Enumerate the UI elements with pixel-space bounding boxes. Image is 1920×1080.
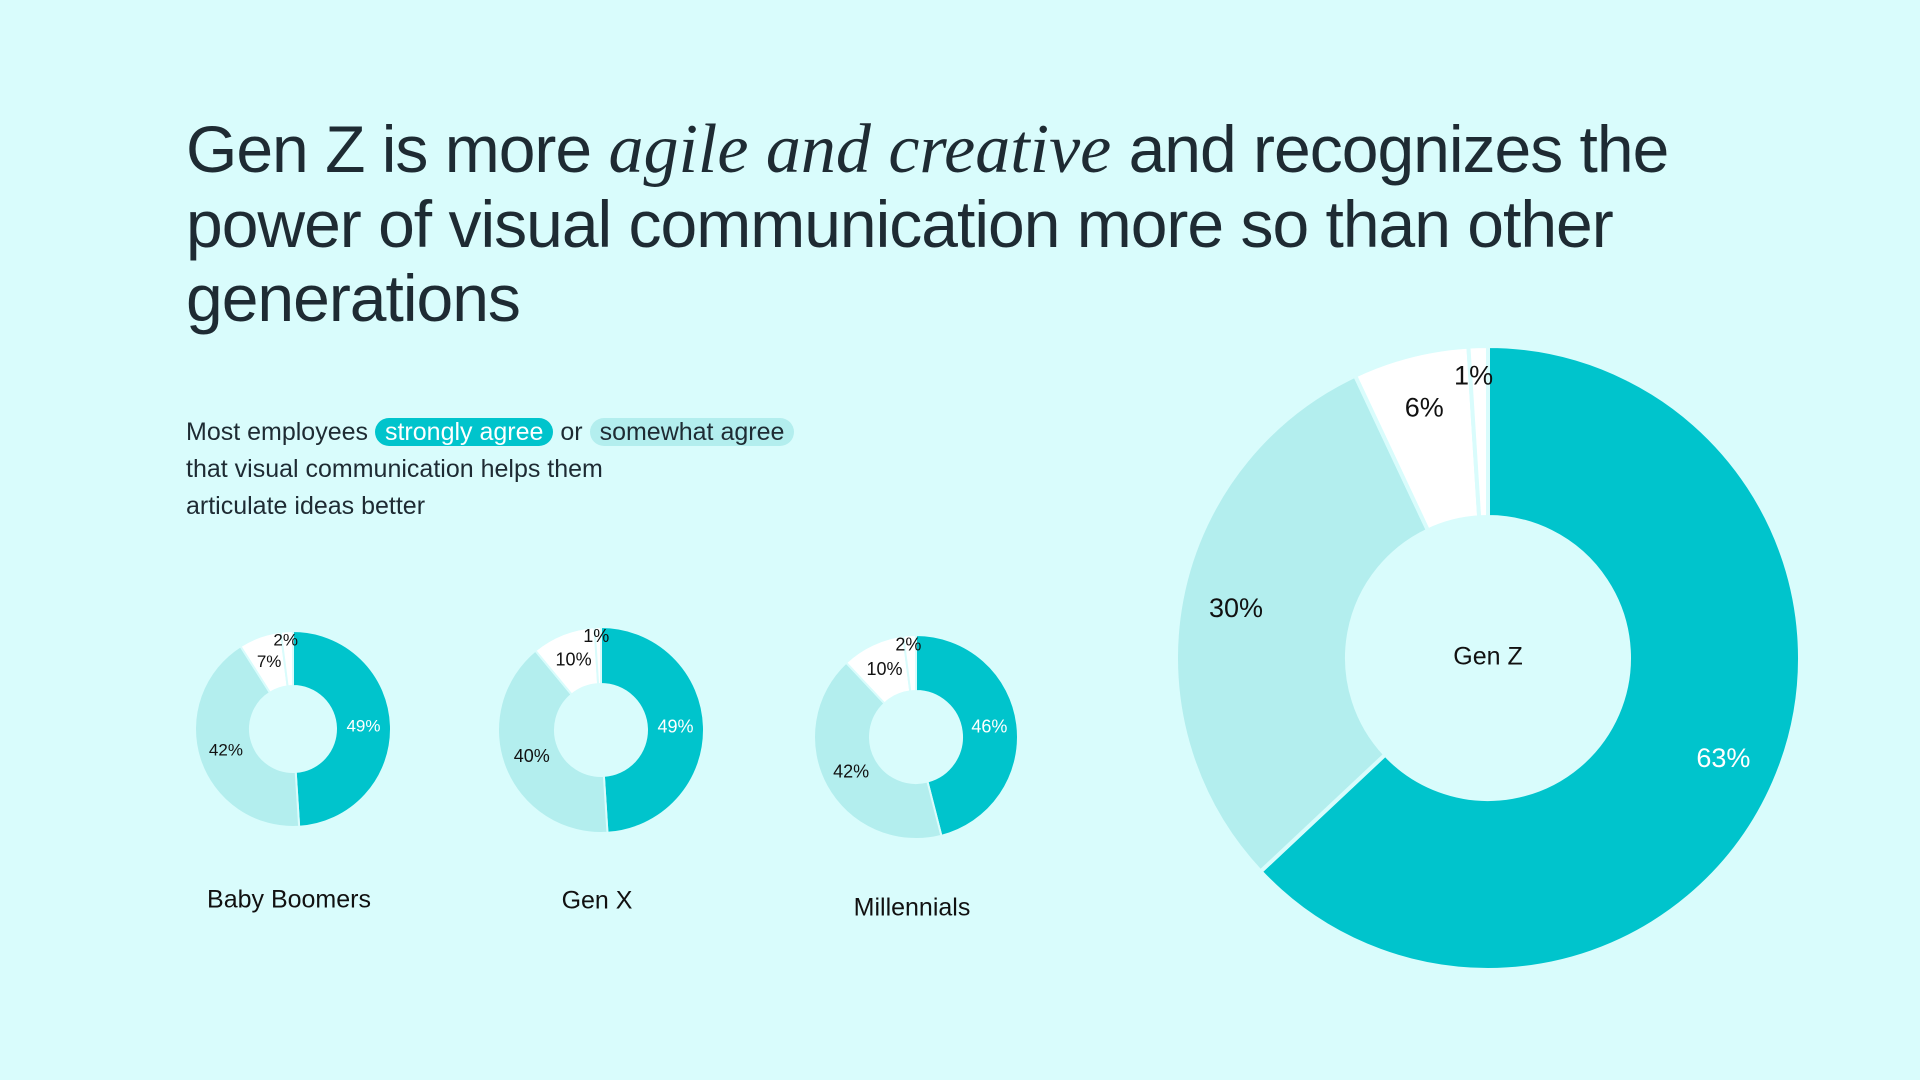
value-label: 46% — [971, 716, 1007, 736]
value-label: 7% — [257, 652, 282, 671]
headline-text: Gen Z is more — [186, 112, 592, 186]
subtitle: Most employees strongly agree or somewha… — [186, 414, 886, 525]
donut-slice — [813, 661, 943, 840]
value-label: 2% — [273, 631, 298, 650]
donut-slice — [1174, 373, 1431, 875]
value-label: 10% — [556, 649, 592, 669]
donut-slice — [194, 644, 301, 828]
donut-slice — [593, 625, 602, 686]
value-label: 10% — [866, 659, 902, 679]
donut-slice — [902, 633, 917, 693]
subtitle-text: or — [560, 418, 583, 446]
donut-slice — [1257, 343, 1802, 972]
chart-title: Millennials — [854, 894, 971, 922]
value-label: 30% — [1209, 593, 1263, 623]
value-label: 49% — [657, 716, 693, 736]
donut-slice — [600, 625, 705, 834]
headline-text: and recognizes the power of visual commu… — [186, 112, 1669, 335]
legend-somewhat-agree: somewhat agree — [589, 418, 795, 446]
value-label: 42% — [209, 740, 243, 759]
value-label: 1% — [1454, 361, 1493, 391]
headline: Gen Z is more agile and creative and rec… — [186, 112, 1766, 335]
value-label: 42% — [833, 761, 869, 781]
subtitle-text: that visual communication helps them art… — [186, 455, 603, 520]
value-label: 49% — [346, 716, 380, 735]
donut-slice — [497, 649, 609, 834]
value-label: 2% — [895, 634, 921, 654]
donut-slice — [1466, 343, 1490, 520]
donut-slice — [915, 633, 1019, 838]
chart-title: Gen Z — [1453, 643, 1522, 671]
legend-strongly-agree: strongly agree — [374, 418, 554, 446]
donut-slice — [279, 629, 294, 688]
value-label: 63% — [1696, 743, 1750, 773]
headline-emphasis: agile and creative — [608, 111, 1112, 188]
chart-title: Gen X — [562, 887, 633, 915]
value-label: 6% — [1405, 393, 1444, 423]
value-label: 40% — [514, 746, 550, 766]
subtitle-text: Most employees — [186, 418, 369, 446]
donut-slice — [292, 629, 392, 828]
chart-title: Baby Boomers — [207, 886, 371, 914]
value-label: 1% — [583, 626, 609, 646]
